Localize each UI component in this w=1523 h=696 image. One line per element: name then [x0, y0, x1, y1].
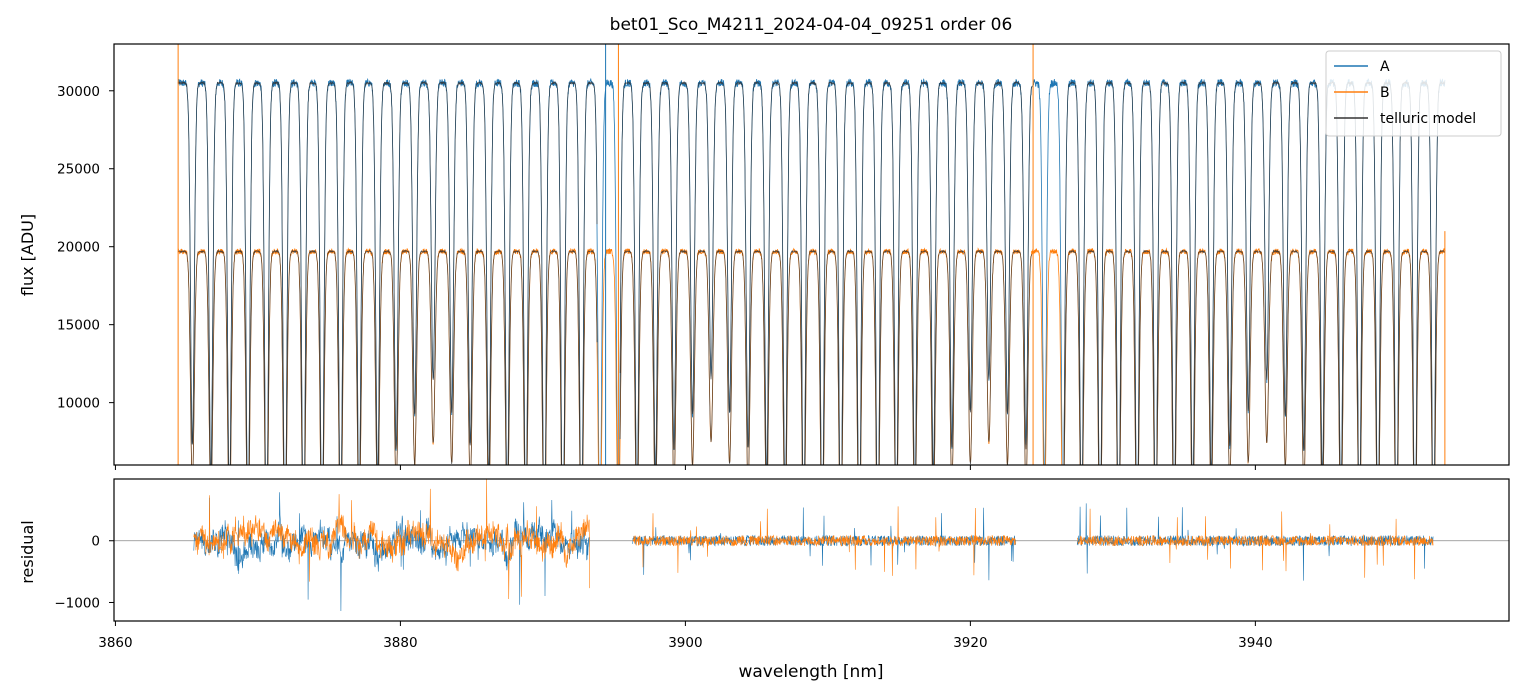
- bottom-x-tick-label: 3860: [98, 635, 132, 651]
- residual-b-line: [1076, 508, 1434, 580]
- top-plot-area: [177, 44, 1446, 465]
- top-axes-frame: [113, 43, 1510, 466]
- bottom-panel: −1000 0 3860 3880 3900 3920 3940 residual wav…: [18, 478, 1510, 682]
- bottom-y-tick-label: −1000: [54, 595, 100, 611]
- telluric-model-b-line: [177, 249, 1446, 465]
- bottom-y-ticks: −1000 0: [54, 534, 114, 611]
- bottom-axes-frame: [113, 478, 1510, 622]
- legend-label-b: B: [1380, 85, 1390, 101]
- top-y-tick-label: 25000: [57, 162, 100, 178]
- bottom-y-tick-label: 0: [91, 534, 100, 550]
- series-a-line: [177, 77, 1446, 465]
- legend-box: [1325, 50, 1502, 137]
- bottom-plot-area: [114, 479, 1509, 612]
- legend-label-a: A: [1380, 59, 1390, 75]
- residual-b-line: [193, 479, 590, 600]
- legend: A B telluric model: [1325, 50, 1502, 137]
- bottom-x-tick-label: 3920: [953, 635, 987, 651]
- series-b-line: [177, 247, 1446, 465]
- x-axis-label: wavelength [nm]: [738, 662, 883, 682]
- top-x-ticks: [114, 465, 1256, 470]
- bottom-x-ticks: 3860 3880 3900 3920 3940: [98, 621, 1273, 651]
- telluric-model-a-line: [177, 80, 1446, 465]
- top-y-tick-label: 10000: [57, 396, 100, 412]
- top-y-tick-label: 15000: [57, 318, 100, 334]
- top-panel: 10000 15000 20000 25000 30000 flux [ADU] A B…: [18, 43, 1510, 470]
- top-y-ticks: 10000 15000 20000 25000 30000: [57, 84, 114, 412]
- bottom-y-axis-label: residual: [18, 520, 37, 583]
- residual-a-line: [1076, 503, 1434, 581]
- bottom-x-tick-label: 3940: [1238, 635, 1272, 651]
- top-y-axis-label: flux [ADU]: [18, 214, 37, 296]
- bottom-x-tick-label: 3880: [383, 635, 417, 651]
- top-y-tick-label: 30000: [57, 84, 100, 100]
- chart-title: bet01_Sco_M4211_2024-04-04_09251 order 0…: [610, 15, 1013, 35]
- residual-a-line: [193, 492, 590, 612]
- top-y-tick-label: 20000: [57, 240, 100, 256]
- residual-b-line: [632, 506, 1016, 576]
- legend-label-telluric-model: telluric model: [1380, 111, 1476, 127]
- bottom-x-tick-label: 3900: [668, 635, 702, 651]
